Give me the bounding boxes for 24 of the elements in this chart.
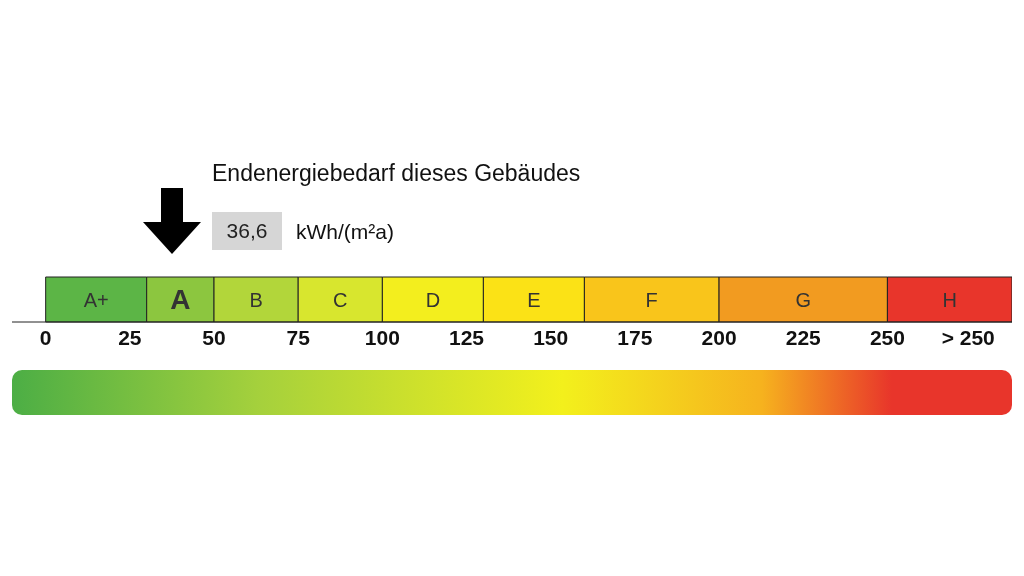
series-label: F xyxy=(645,288,658,311)
x-tick-label: 150 xyxy=(533,325,569,349)
x-tick-label: 125 xyxy=(449,325,485,349)
series-label: A xyxy=(170,284,191,316)
x-tick-label: 75 xyxy=(286,325,311,349)
x-tick-label: 0 xyxy=(39,325,52,349)
series-label: A+ xyxy=(83,288,109,311)
series-label: D xyxy=(425,288,441,311)
text: 36,6 xyxy=(212,212,282,250)
x-tick-label: 225 xyxy=(785,325,822,349)
series-label: G xyxy=(795,288,812,311)
x-tick-label: 200 xyxy=(701,325,737,349)
text: kWh/(m²a) xyxy=(296,220,394,244)
x-tick-label: 50 xyxy=(202,325,226,349)
series-label: E xyxy=(527,288,541,311)
x-tick-label: > 250 xyxy=(941,325,995,349)
series-label: B xyxy=(249,288,263,311)
series-label: C xyxy=(333,288,348,311)
x-tick-label: 250 xyxy=(869,325,905,349)
chart-title: Endenergiebedarf dieses Gebäudes xyxy=(212,160,581,187)
series-label: H xyxy=(942,288,957,311)
x-tick-label: 175 xyxy=(617,325,653,349)
x-tick-label: 100 xyxy=(364,325,400,349)
x-tick-label: 25 xyxy=(118,325,142,349)
